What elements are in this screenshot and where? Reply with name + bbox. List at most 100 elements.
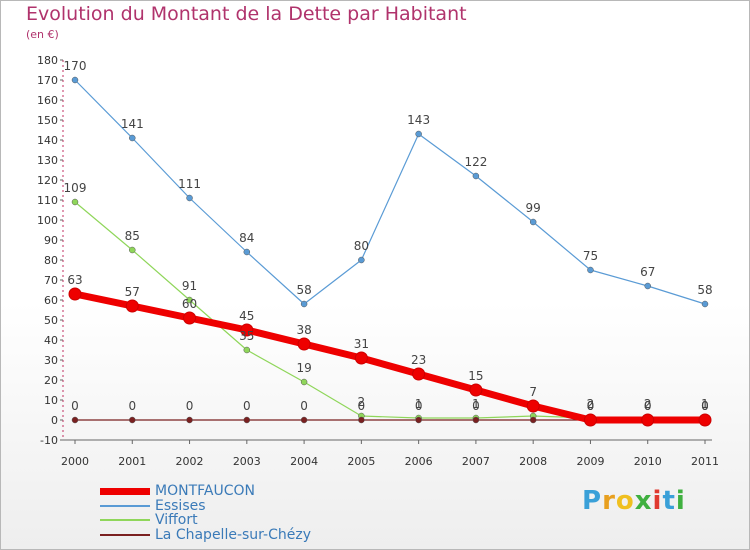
data-label: 19 xyxy=(296,361,311,375)
data-label: 31 xyxy=(354,337,369,351)
data-point xyxy=(358,256,365,264)
unit-label: (en €) xyxy=(26,28,59,41)
data-point xyxy=(68,287,82,301)
x-tick-label: 2002 xyxy=(176,455,204,468)
y-tick-label: 110 xyxy=(37,194,58,207)
data-point xyxy=(129,246,136,254)
legend-swatch xyxy=(100,504,150,507)
data-label: 2 xyxy=(358,395,366,409)
axes: -100102030405060708090100110120130140150… xyxy=(37,54,719,468)
data-point xyxy=(186,194,193,202)
data-point xyxy=(641,413,655,427)
data-label: 111 xyxy=(178,177,201,191)
legend-label: La Chapelle-sur-Chézy xyxy=(155,526,311,543)
data-point xyxy=(71,416,79,424)
logo-letter: x xyxy=(634,486,653,516)
data-point xyxy=(529,416,537,424)
data-point xyxy=(71,198,79,206)
y-tick-label: 20 xyxy=(44,374,58,387)
series-line xyxy=(74,290,705,424)
data-point xyxy=(183,311,197,325)
data-point xyxy=(243,416,251,424)
x-tick-label: 2000 xyxy=(61,455,89,468)
y-tick-label: 120 xyxy=(37,174,58,187)
data-label: 35 xyxy=(239,329,254,343)
data-label: 0 xyxy=(186,399,194,413)
data-label: 0 xyxy=(701,399,709,413)
data-label: 109 xyxy=(64,181,87,195)
y-tick-label: 180 xyxy=(37,54,58,67)
x-tick-label: 2009 xyxy=(576,455,604,468)
data-point xyxy=(415,416,422,424)
y-tick-label: 170 xyxy=(37,74,58,87)
data-label: 0 xyxy=(71,399,79,413)
data-label: 15 xyxy=(468,369,483,383)
data-label: 2 xyxy=(644,397,652,411)
legend-label: Viffort xyxy=(155,512,198,528)
y-tick-label: -10 xyxy=(40,434,58,447)
data-label: 0 xyxy=(701,399,709,413)
data-label: 67 xyxy=(640,265,655,279)
data-label: 1 xyxy=(472,397,480,411)
data-label: 2 xyxy=(587,397,595,411)
y-tick-label: 50 xyxy=(44,314,58,327)
data-point xyxy=(243,248,251,256)
data-point xyxy=(644,282,651,290)
y-tick-label: 100 xyxy=(37,214,58,227)
data-label: 0 xyxy=(128,399,136,413)
data-point xyxy=(587,266,594,274)
data-point xyxy=(526,399,540,413)
data-point xyxy=(129,416,136,424)
data-label: 1 xyxy=(415,397,423,411)
legend-swatch xyxy=(100,533,150,536)
data-point xyxy=(472,172,480,180)
data-point xyxy=(354,351,368,365)
data-point xyxy=(129,134,136,142)
data-label: 170 xyxy=(64,59,87,73)
logo-letter: t xyxy=(662,486,676,516)
data-label: 0 xyxy=(415,399,423,413)
y-tick-label: 160 xyxy=(37,94,58,107)
y-tick-label: 70 xyxy=(44,274,58,287)
data-label: 38 xyxy=(296,323,311,337)
data-label: 0 xyxy=(644,399,652,413)
data-point xyxy=(412,367,426,381)
data-point xyxy=(297,337,311,351)
data-point xyxy=(300,416,308,424)
legend-label: MONTFAUCON xyxy=(155,483,255,499)
legend-swatch xyxy=(100,488,150,495)
logo-letter: P xyxy=(582,486,603,516)
data-point xyxy=(358,416,365,424)
y-tick-label: 60 xyxy=(44,294,58,307)
y-tick-label: 130 xyxy=(37,154,58,167)
logo-letter: r xyxy=(602,486,616,516)
y-tick-label: 10 xyxy=(44,394,58,407)
y-tick-label: 90 xyxy=(44,234,58,247)
logo-letter: o xyxy=(615,486,635,516)
data-label: 84 xyxy=(239,231,254,245)
data-labels: 1701411118458801431229975675810985913519… xyxy=(64,59,713,413)
data-point xyxy=(243,346,251,354)
data-point xyxy=(472,416,480,424)
data-label: 0 xyxy=(300,399,308,413)
data-point xyxy=(698,413,712,427)
y-tick-label: 40 xyxy=(44,334,58,347)
data-label: 122 xyxy=(464,155,487,169)
data-label: 0 xyxy=(243,399,251,413)
data-point xyxy=(300,378,308,386)
x-tick-label: 2008 xyxy=(519,455,547,468)
x-tick-label: 2001 xyxy=(118,455,146,468)
x-tick-label: 2010 xyxy=(634,455,662,468)
data-label: 60 xyxy=(182,297,197,311)
data-point xyxy=(125,299,139,313)
data-label: 23 xyxy=(411,353,426,367)
data-label: 99 xyxy=(526,201,541,215)
data-label: 0 xyxy=(472,399,480,413)
data-label: 0 xyxy=(358,399,366,413)
x-tick-label: 2004 xyxy=(290,455,318,468)
data-label: 57 xyxy=(125,285,140,299)
data-label: 7 xyxy=(529,385,537,399)
y-tick-label: 80 xyxy=(44,254,58,267)
y-tick-label: 140 xyxy=(37,134,58,147)
